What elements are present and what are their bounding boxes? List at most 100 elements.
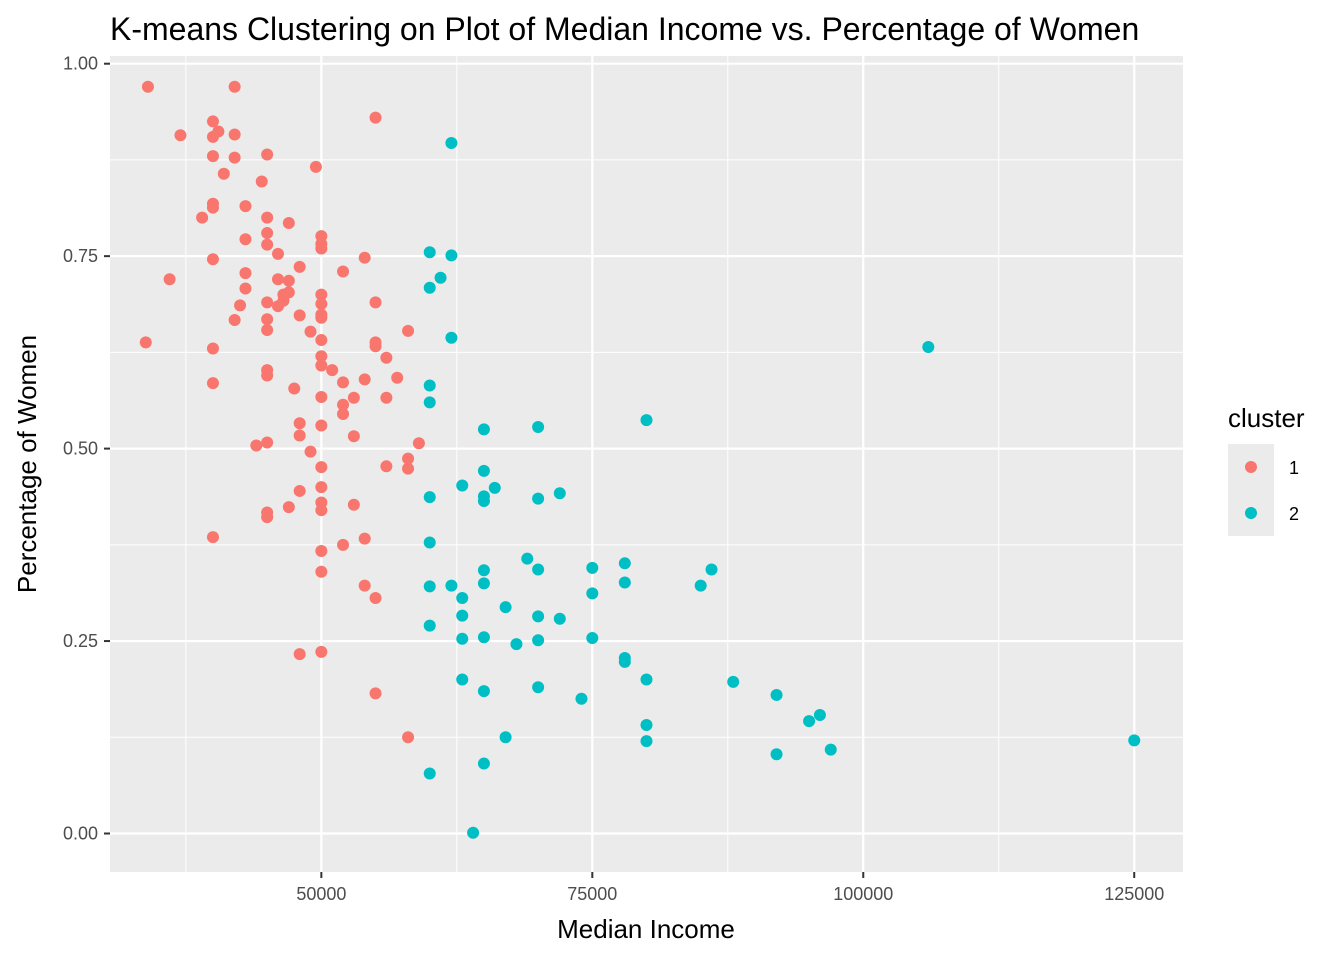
data-point-cluster-1 (228, 314, 241, 327)
data-point-cluster-2 (488, 481, 501, 494)
data-point-cluster-1 (402, 731, 415, 744)
data-point-cluster-1 (293, 429, 306, 442)
data-point-cluster-1 (261, 324, 274, 337)
data-point-cluster-1 (206, 531, 219, 544)
data-point-cluster-1 (196, 211, 209, 224)
data-point-cluster-2 (477, 685, 490, 698)
data-point-cluster-1 (315, 419, 328, 432)
data-point-cluster-1 (261, 313, 274, 326)
data-point-cluster-2 (618, 655, 631, 668)
data-point-cluster-1 (402, 462, 415, 475)
data-point-cluster-2 (532, 563, 545, 576)
data-point-cluster-1 (358, 579, 371, 592)
data-point-cluster-1 (271, 273, 284, 286)
data-point-cluster-1 (234, 299, 247, 312)
y-tick-label: 0.75 (63, 246, 98, 266)
data-point-cluster-1 (358, 373, 371, 386)
data-point-cluster-1 (315, 391, 328, 404)
data-point-cluster-2 (456, 673, 469, 686)
data-point-cluster-1 (315, 544, 328, 557)
data-point-cluster-1 (402, 324, 415, 337)
y-tick-label: 0.25 (63, 631, 98, 651)
data-point-cluster-2 (532, 634, 545, 647)
data-point-cluster-1 (293, 648, 306, 661)
data-point-cluster-2 (423, 580, 436, 593)
data-point-cluster-1 (239, 267, 252, 280)
data-point-cluster-1 (206, 342, 219, 355)
data-point-cluster-2 (618, 576, 631, 589)
data-point-cluster-1 (315, 242, 328, 255)
data-point-cluster-2 (434, 271, 447, 284)
data-point-cluster-2 (553, 487, 566, 500)
x-tick-label: 75000 (567, 884, 617, 904)
data-point-cluster-1 (326, 364, 339, 377)
data-point-cluster-1 (277, 294, 290, 307)
data-point-cluster-1 (261, 227, 274, 240)
data-point-cluster-2 (445, 249, 458, 262)
data-point-cluster-1 (282, 501, 295, 514)
data-point-cluster-1 (174, 129, 187, 142)
data-point-cluster-1 (206, 150, 219, 163)
data-point-cluster-2 (553, 612, 566, 625)
data-point-cluster-2 (586, 561, 599, 574)
legend-title: cluster (1228, 403, 1305, 433)
data-point-cluster-2 (694, 579, 707, 592)
data-point-cluster-1 (239, 200, 252, 213)
data-point-cluster-1 (315, 565, 328, 578)
data-point-cluster-1 (239, 282, 252, 295)
data-point-cluster-2 (532, 610, 545, 623)
data-point-cluster-2 (467, 826, 480, 839)
data-point-cluster-1 (217, 167, 230, 180)
legend-label-1: 1 (1289, 458, 1299, 478)
data-point-cluster-1 (315, 311, 328, 324)
data-point-cluster-2 (575, 692, 588, 705)
data-point-cluster-2 (423, 246, 436, 259)
data-point-cluster-1 (206, 130, 219, 143)
y-tick-label: 0.50 (63, 439, 98, 459)
x-tick-label: 100000 (833, 884, 893, 904)
data-point-cluster-2 (477, 577, 490, 590)
data-point-cluster-1 (380, 391, 393, 404)
legend-key-1 (1245, 461, 1257, 473)
data-point-cluster-2 (423, 396, 436, 409)
data-point-cluster-1 (206, 115, 219, 128)
x-tick-label: 125000 (1104, 884, 1164, 904)
data-point-cluster-1 (337, 376, 350, 389)
data-point-cluster-1 (347, 498, 360, 511)
data-point-cluster-2 (499, 601, 512, 614)
data-point-cluster-1 (315, 504, 328, 517)
data-point-cluster-1 (369, 111, 382, 124)
data-point-cluster-1 (255, 175, 268, 188)
data-point-cluster-1 (337, 538, 350, 551)
data-point-cluster-2 (640, 735, 653, 748)
data-point-cluster-2 (499, 731, 512, 744)
data-point-cluster-2 (586, 587, 599, 600)
y-tick-label: 0.00 (63, 824, 98, 844)
data-point-cluster-2 (532, 492, 545, 505)
data-point-cluster-1 (228, 80, 241, 93)
data-point-cluster-1 (250, 439, 263, 452)
data-point-cluster-2 (640, 673, 653, 686)
data-point-cluster-2 (477, 631, 490, 644)
data-point-cluster-1 (304, 445, 317, 458)
data-point-cluster-1 (309, 160, 322, 173)
data-point-cluster-1 (315, 288, 328, 301)
data-point-cluster-2 (770, 688, 783, 701)
data-point-cluster-1 (293, 417, 306, 430)
data-point-cluster-1 (261, 369, 274, 382)
data-point-cluster-2 (521, 552, 534, 565)
data-point-cluster-1 (412, 437, 425, 450)
data-point-cluster-2 (477, 464, 490, 477)
data-point-cluster-2 (510, 638, 523, 651)
data-point-cluster-2 (727, 675, 740, 688)
data-point-cluster-2 (456, 591, 469, 604)
data-point-cluster-2 (445, 579, 458, 592)
data-point-cluster-2 (824, 743, 837, 756)
x-axis-ticks: 50000 75000 100000 125000 (296, 872, 1164, 904)
data-point-cluster-2 (477, 757, 490, 770)
data-point-cluster-1 (315, 481, 328, 494)
data-point-cluster-2 (445, 136, 458, 149)
data-point-cluster-1 (141, 80, 154, 93)
data-point-cluster-1 (337, 407, 350, 420)
